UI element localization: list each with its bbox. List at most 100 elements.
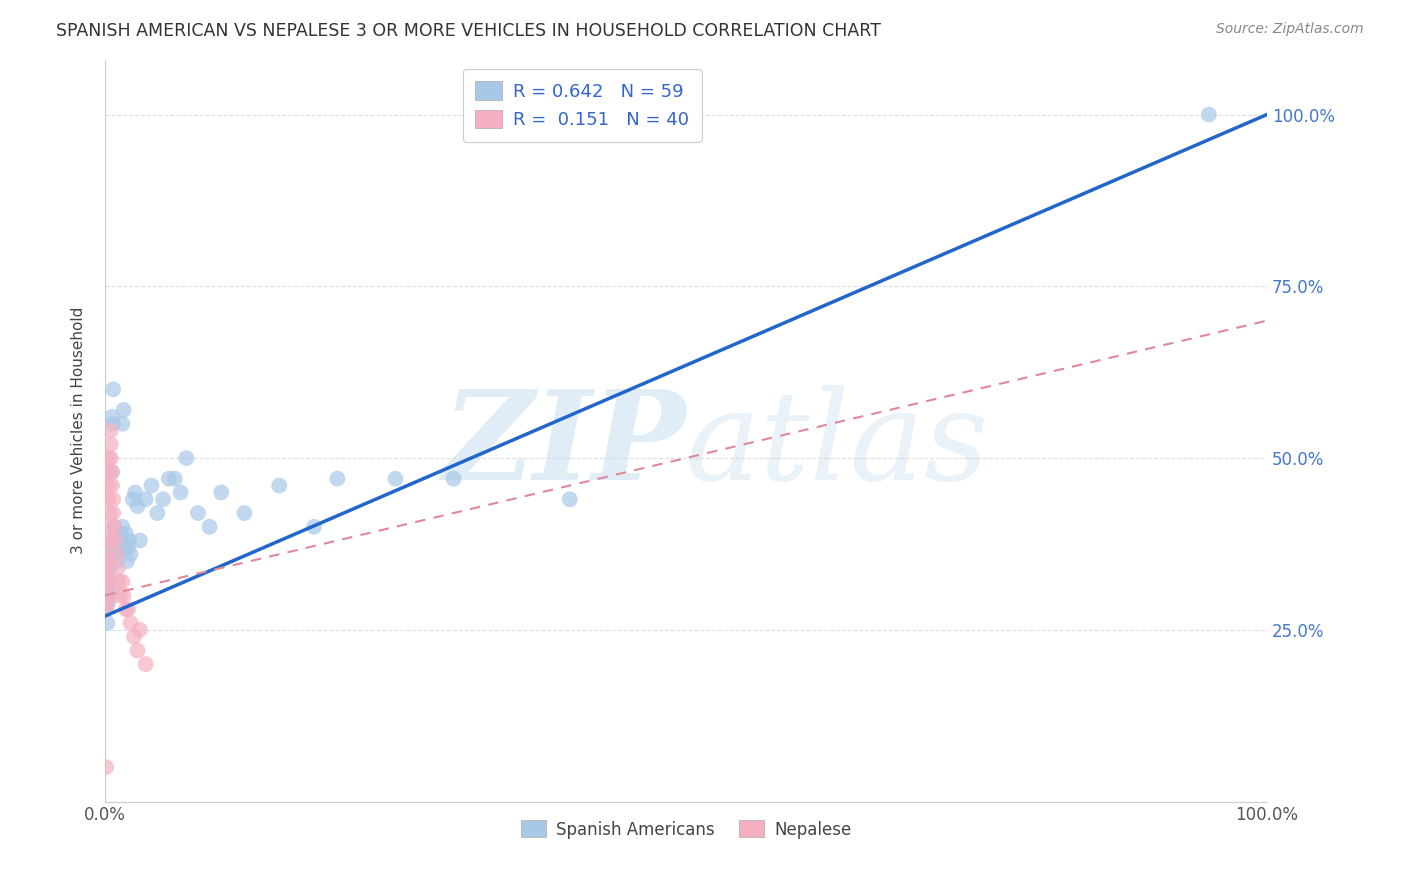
Point (169, 485, 191, 500)
Point (101, 506, 124, 520)
Point (97, 582, 120, 596)
Point (100, 547, 122, 561)
Point (118, 533, 141, 548)
Point (96, 589, 118, 603)
Point (127, 499, 149, 513)
Point (111, 520, 134, 534)
Y-axis label: 3 or more Vehicles in Household: 3 or more Vehicles in Household (72, 307, 86, 554)
Point (104, 533, 127, 548)
Point (100, 574, 122, 589)
Point (101, 478, 124, 492)
Point (101, 465, 124, 479)
Point (96, 615, 118, 630)
Point (105, 526, 128, 541)
Point (111, 417, 134, 431)
Point (110, 533, 132, 548)
Point (97, 478, 120, 492)
Point (101, 492, 124, 507)
Point (108, 574, 131, 589)
Point (101, 383, 124, 397)
Point (209, 485, 232, 500)
Point (127, 643, 149, 657)
Point (384, 472, 406, 486)
Point (105, 547, 128, 561)
Point (108, 541, 131, 555)
Point (98, 589, 121, 603)
Point (128, 623, 150, 637)
Point (117, 602, 139, 616)
Point (94, 589, 117, 603)
Point (94, 602, 117, 616)
Point (107, 541, 129, 555)
Point (163, 472, 186, 486)
Point (269, 478, 291, 492)
Point (101, 417, 124, 431)
Point (176, 451, 198, 466)
Point (117, 541, 139, 555)
Point (198, 520, 221, 534)
Point (112, 589, 135, 603)
Point (94, 760, 117, 774)
Point (94, 574, 117, 589)
Point (111, 574, 134, 589)
Point (100, 424, 122, 438)
Point (103, 520, 125, 534)
Point (108, 589, 131, 603)
Point (107, 561, 129, 575)
Point (122, 492, 145, 507)
Point (94, 547, 117, 561)
Point (96, 533, 118, 548)
Point (96, 582, 118, 596)
Point (101, 465, 124, 479)
Point (124, 485, 146, 500)
Point (94, 561, 117, 575)
Point (152, 492, 174, 507)
Point (97, 567, 120, 582)
Point (98, 561, 121, 575)
Point (96, 554, 118, 568)
Point (94, 602, 117, 616)
Text: ZIP: ZIP (443, 384, 686, 506)
Point (98, 533, 121, 548)
Point (302, 520, 325, 534)
Point (115, 554, 138, 568)
Point (112, 403, 135, 417)
Point (104, 533, 127, 548)
Point (97, 492, 120, 507)
Point (97, 465, 120, 479)
Point (98, 520, 121, 534)
Legend: Spanish Americans, Nepalese: Spanish Americans, Nepalese (513, 814, 858, 846)
Point (120, 547, 142, 561)
Point (103, 541, 125, 555)
Point (141, 478, 163, 492)
Point (135, 492, 157, 507)
Point (100, 437, 122, 451)
Point (122, 630, 145, 644)
Point (120, 615, 142, 630)
Point (96, 567, 118, 582)
Point (96, 554, 118, 568)
Point (94, 574, 117, 589)
Point (115, 602, 138, 616)
Point (115, 526, 138, 541)
Text: Source: ZipAtlas.com: Source: ZipAtlas.com (1216, 22, 1364, 37)
Text: SPANISH AMERICAN VS NEPALESE 3 OR MORE VEHICLES IN HOUSEHOLD CORRELATION CHART: SPANISH AMERICAN VS NEPALESE 3 OR MORE V… (56, 22, 882, 40)
Point (105, 554, 128, 568)
Point (100, 533, 122, 548)
Text: atlas: atlas (686, 384, 990, 507)
Point (558, 492, 581, 507)
Point (114, 541, 136, 555)
Point (187, 506, 209, 520)
Point (98, 506, 121, 520)
Point (443, 472, 465, 486)
Point (103, 520, 125, 534)
Point (97, 451, 120, 466)
Point (96, 595, 118, 609)
Point (100, 451, 122, 466)
Point (233, 506, 256, 520)
Point (157, 472, 180, 486)
Point (104, 547, 127, 561)
Point (128, 533, 150, 548)
Point (97, 595, 120, 609)
Point (326, 472, 349, 486)
